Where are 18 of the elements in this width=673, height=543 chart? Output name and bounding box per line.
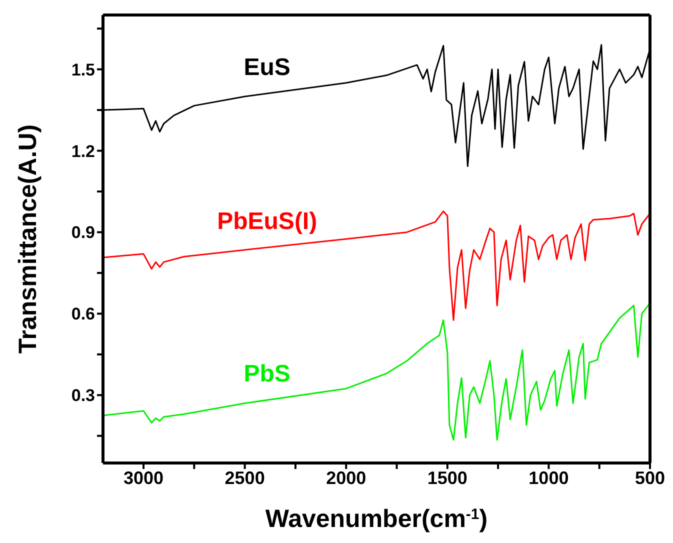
- y-tick-label: 0.3: [71, 386, 95, 406]
- x-tick-label: 2000: [326, 468, 366, 488]
- y-tick-label: 1.5: [71, 60, 95, 80]
- x-tick-label: 1000: [528, 468, 569, 488]
- line-series: [103, 302, 650, 441]
- series-label: EuS: [244, 54, 290, 82]
- y-axis-title: Transmittance(A.U): [14, 124, 42, 354]
- x-axis-title: Wavenumber(cm$^{-1}$): [265, 505, 488, 533]
- x-tick-label: 1500: [427, 468, 468, 488]
- x-tick-label: 2500: [224, 468, 265, 488]
- series-label: PbS: [244, 360, 290, 388]
- x-tick-label: 3000: [123, 468, 164, 488]
- y-tick-label: 0.9: [71, 223, 95, 242]
- y-tick-label: 0.6: [71, 304, 95, 324]
- series-label: PbEuS(I): [217, 208, 318, 236]
- x-tick-label: 500: [634, 468, 666, 488]
- line-series: [103, 210, 650, 321]
- y-tick-label: 1.2: [71, 142, 95, 161]
